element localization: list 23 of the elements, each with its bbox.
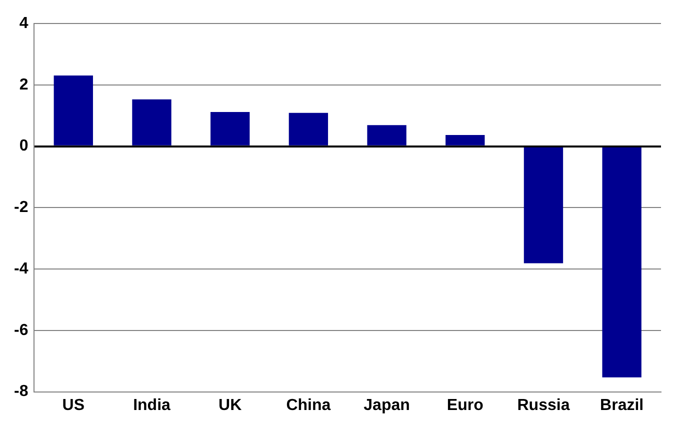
bar xyxy=(54,75,93,146)
bar xyxy=(210,112,250,146)
x-tick-label: Russia xyxy=(517,396,570,414)
bar xyxy=(602,147,642,378)
x-tick-label: US xyxy=(62,396,85,414)
y-tick-label: -4 xyxy=(14,260,28,278)
y-tick-label: -6 xyxy=(14,322,28,339)
x-tick-label: India xyxy=(133,396,171,414)
y-tick-label: 0 xyxy=(19,138,28,155)
x-tick-label: Euro xyxy=(446,396,484,414)
x-tick-label: Brazil xyxy=(600,396,644,414)
y-tick-label: -2 xyxy=(14,199,28,216)
bar xyxy=(288,112,328,146)
bar xyxy=(132,99,172,146)
y-tick-label: 4 xyxy=(19,15,28,32)
bar xyxy=(367,125,406,146)
x-tick-label: Japan xyxy=(364,396,410,414)
y-tick-label: 2 xyxy=(19,76,28,94)
y-tick-label: -8 xyxy=(14,383,28,400)
bar xyxy=(524,147,564,264)
x-tick-label: China xyxy=(286,396,331,414)
bar xyxy=(446,134,485,146)
x-tick-label: UK xyxy=(218,396,242,414)
